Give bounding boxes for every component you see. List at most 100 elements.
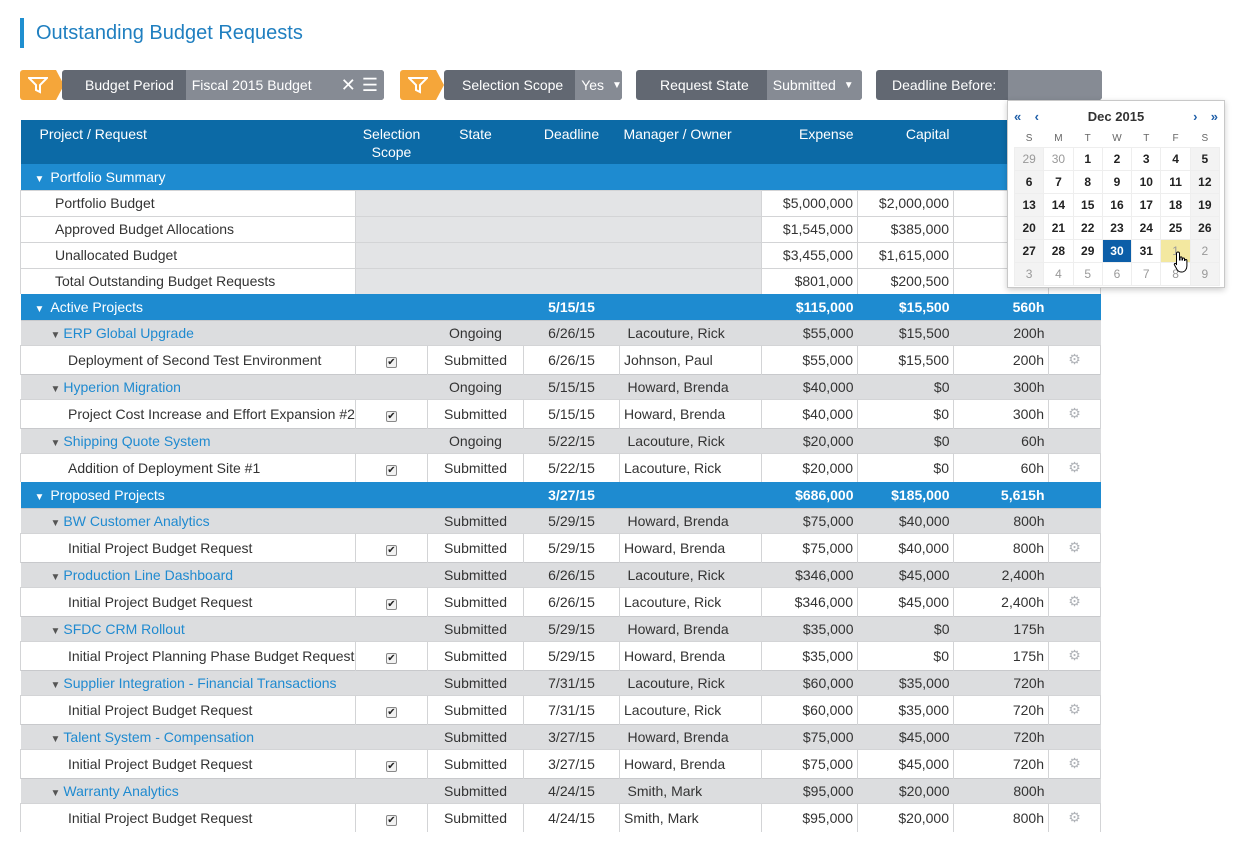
calendar-day[interactable]: 13 bbox=[1013, 192, 1045, 217]
request-name[interactable]: Initial Project Budget Request bbox=[20, 586, 356, 616]
collapse-triangle-icon[interactable]: ▼ bbox=[50, 625, 61, 637]
calendar-day[interactable]: 3 bbox=[1013, 261, 1045, 286]
gear-icon[interactable]: ⚙ bbox=[1068, 539, 1081, 555]
gear-icon[interactable]: ⚙ bbox=[1068, 701, 1081, 717]
col-deadline[interactable]: Deadline bbox=[523, 120, 620, 164]
collapse-triangle-icon[interactable]: ▼ bbox=[50, 437, 61, 449]
gear-icon[interactable]: ⚙ bbox=[1068, 809, 1081, 826]
selection-checkbox[interactable]: ✔ bbox=[386, 464, 397, 476]
request-row[interactable]: Addition of Deployment Site #1 ✔ Submitted… bbox=[20, 452, 1101, 482]
calendar-day[interactable]: 11 bbox=[1160, 169, 1191, 194]
deadline-before-filter[interactable]: Deadline Before: bbox=[876, 70, 1102, 100]
gear-icon[interactable]: ⚙ bbox=[1068, 593, 1081, 609]
col-state[interactable]: State bbox=[427, 120, 524, 164]
calendar-day[interactable]: 12 bbox=[1189, 169, 1221, 194]
calendar-day[interactable]: 4 bbox=[1043, 261, 1074, 286]
collapse-triangle-icon[interactable]: ▼ bbox=[50, 733, 61, 745]
clear-icon[interactable]: ✕ bbox=[340, 74, 356, 95]
calendar-day[interactable]: 15 bbox=[1072, 192, 1103, 217]
calendar-day[interactable]: 18 bbox=[1160, 192, 1191, 217]
collapse-triangle-icon[interactable]: ▼ bbox=[50, 329, 61, 341]
calendar-day[interactable]: 20 bbox=[1013, 215, 1045, 240]
deadline-before-input[interactable] bbox=[1008, 70, 1102, 100]
request-row[interactable]: Initial Project Budget Request ✔ Submitted… bbox=[20, 802, 1101, 832]
selection-checkbox[interactable]: ✔ bbox=[386, 410, 397, 422]
calendar-day[interactable]: 4 bbox=[1160, 146, 1191, 171]
request-name[interactable]: Initial Project Budget Request bbox=[20, 532, 356, 562]
calendar-day[interactable]: 7 bbox=[1043, 169, 1074, 194]
request-row[interactable]: Initial Project Budget Request ✔ Submitted… bbox=[20, 532, 1101, 562]
request-state-select[interactable]: Submitted ▼ bbox=[766, 70, 862, 100]
request-name[interactable]: Addition of Deployment Site #1 bbox=[20, 452, 356, 482]
calendar-day[interactable]: 6 bbox=[1013, 169, 1045, 194]
section-label[interactable]: ▼ Proposed Projects bbox=[20, 482, 524, 508]
selection-scope-select[interactable]: Yes ▼ bbox=[575, 70, 622, 100]
calendar-day[interactable]: 29 bbox=[1013, 146, 1045, 171]
request-row[interactable]: Initial Project Planning Phase Budget Re… bbox=[20, 640, 1101, 670]
gear-icon[interactable]: ⚙ bbox=[1068, 351, 1081, 367]
gear-icon[interactable]: ⚙ bbox=[1068, 647, 1081, 663]
menu-icon[interactable]: ☰ bbox=[361, 74, 378, 95]
calendar-day[interactable]: 3 bbox=[1131, 146, 1162, 171]
collapse-triangle-icon[interactable]: ▼ bbox=[50, 679, 61, 691]
gear-icon[interactable]: ⚙ bbox=[1068, 405, 1081, 421]
request-name[interactable]: Deployment of Second Test Environment bbox=[20, 344, 356, 374]
calendar-day[interactable]: 5 bbox=[1189, 146, 1221, 171]
calendar-day[interactable]: 28 bbox=[1043, 238, 1074, 263]
calendar-day[interactable]: 21 bbox=[1043, 215, 1074, 240]
col-expense[interactable]: Expense bbox=[761, 120, 858, 164]
selection-checkbox[interactable]: ✔ bbox=[386, 598, 397, 610]
calendar-day[interactable]: 22 bbox=[1072, 215, 1103, 240]
calendar-day[interactable]: 27 bbox=[1013, 238, 1045, 263]
calendar-day[interactable]: 9 bbox=[1101, 169, 1133, 194]
request-name[interactable]: Initial Project Budget Request bbox=[20, 694, 356, 724]
request-name[interactable]: Project Cost Increase and Effort Expansi… bbox=[20, 398, 356, 428]
project-row[interactable]: ▼ Talent System - Compensation Submitted 3/… bbox=[20, 723, 1101, 749]
project-link[interactable]: SFDC CRM Rollout bbox=[63, 620, 185, 637]
request-row[interactable]: Deployment of Second Test Environment ✔ Su… bbox=[20, 344, 1101, 374]
project-row[interactable]: ▼ Production Line Dashboard Submitted 6/26/… bbox=[20, 561, 1101, 587]
col-manager[interactable]: Manager / Owner bbox=[619, 120, 762, 164]
next-month-button[interactable]: › bbox=[1193, 108, 1198, 124]
prev-month-button[interactable]: ‹ bbox=[1034, 108, 1039, 124]
project-row[interactable]: ▼ Shipping Quote System Ongoing 5/22/15 Laco… bbox=[20, 427, 1101, 453]
calendar-day[interactable]: 14 bbox=[1043, 192, 1074, 217]
project-row[interactable]: ▼ Supplier Integration - Financial Transa… bbox=[20, 669, 1101, 695]
calendar-day[interactable]: 23 bbox=[1101, 215, 1133, 240]
selection-checkbox[interactable]: ✔ bbox=[386, 544, 397, 556]
collapse-triangle-icon[interactable]: ▼ bbox=[50, 571, 61, 583]
col-project[interactable]: Project / Request bbox=[20, 120, 356, 164]
selection-scope-filter[interactable]: Selection Scope Yes ▼ bbox=[444, 70, 622, 100]
selection-checkbox[interactable]: ✔ bbox=[386, 760, 397, 772]
calendar-day[interactable]: 2 bbox=[1101, 146, 1133, 171]
calendar-day-hovered[interactable]: 1 bbox=[1160, 238, 1191, 263]
calendar-day[interactable]: 26 bbox=[1189, 215, 1221, 240]
calendar-day[interactable]: 6 bbox=[1101, 261, 1133, 286]
col-selection-scope[interactable]: Selection Scope bbox=[355, 120, 428, 164]
project-link[interactable]: ERP Global Upgrade bbox=[63, 324, 194, 341]
project-row[interactable]: ▼ Warranty Analytics Submitted 4/24/15 Smith… bbox=[20, 777, 1101, 803]
project-link[interactable]: Hyperion Migration bbox=[63, 378, 181, 395]
section-row[interactable]: ▼ Proposed Projects 3/27/15 $686,000 $185,00… bbox=[20, 482, 1101, 508]
date-picker[interactable]: « ‹ Dec 2015 › » S M T W T F S 29 30 1 2 3 4 5 6 7 8 9 10 1… bbox=[1007, 100, 1225, 288]
project-link[interactable]: BW Customer Analytics bbox=[63, 512, 210, 529]
project-link[interactable]: Warranty Analytics bbox=[63, 782, 179, 799]
collapse-triangle-icon[interactable]: ▼ bbox=[34, 173, 45, 185]
calendar-day[interactable]: 17 bbox=[1131, 192, 1162, 217]
project-row[interactable]: ▼ SFDC CRM Rollout Submitted 5/29/15 Howard,… bbox=[20, 615, 1101, 641]
calendar-day[interactable]: 19 bbox=[1189, 192, 1221, 217]
request-name[interactable]: Initial Project Budget Request bbox=[20, 748, 356, 778]
calendar-day[interactable]: 2 bbox=[1189, 238, 1221, 263]
calendar-day[interactable]: 25 bbox=[1160, 215, 1191, 240]
request-row[interactable]: Initial Project Budget Request ✔ Submitted… bbox=[20, 694, 1101, 724]
calendar-day[interactable]: 29 bbox=[1072, 238, 1103, 263]
request-name[interactable]: Initial Project Budget Request bbox=[20, 802, 356, 832]
project-link[interactable]: Production Line Dashboard bbox=[63, 566, 234, 583]
section-label[interactable]: ▼ Portfolio Summary bbox=[20, 164, 1101, 190]
selection-checkbox[interactable]: ✔ bbox=[386, 814, 397, 826]
selection-checkbox[interactable]: ✔ bbox=[386, 356, 397, 368]
calendar-day[interactable]: 24 bbox=[1131, 215, 1162, 240]
gear-icon[interactable]: ⚙ bbox=[1068, 459, 1081, 476]
filter-funnel-button[interactable] bbox=[20, 70, 64, 100]
selection-checkbox[interactable]: ✔ bbox=[386, 652, 397, 664]
